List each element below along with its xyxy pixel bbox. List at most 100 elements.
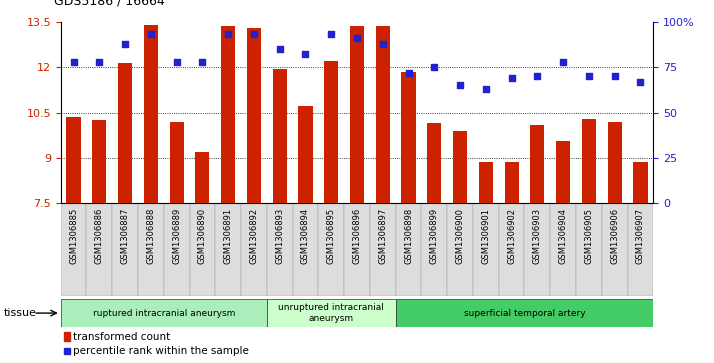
Point [68,59,79,65]
Point [248,32,260,37]
Bar [267,203,293,296]
Bar [196,152,209,203]
Bar [138,203,164,296]
Text: GSM1306894: GSM1306894 [301,208,310,264]
Point [300,52,311,57]
Text: GSM1306898: GSM1306898 [404,208,413,264]
Text: unruptured intracranial
aneurysm: unruptured intracranial aneurysm [278,303,384,323]
Bar [376,26,390,203]
Point [532,73,543,79]
Bar [169,122,183,203]
Bar [267,299,396,327]
Bar [447,203,473,296]
Point [583,73,595,79]
Text: ruptured intracranial aneurysm: ruptured intracranial aneurysm [93,309,235,318]
Bar [505,163,518,203]
Point [171,59,182,65]
Bar [531,125,545,203]
Point [635,79,646,85]
Bar [453,131,467,203]
Text: GSM1306902: GSM1306902 [507,208,516,264]
Bar [427,123,441,203]
Point [326,32,337,37]
Text: GSM1306907: GSM1306907 [636,208,645,264]
Text: transformed count: transformed count [73,331,170,342]
Point [480,86,491,92]
Bar [318,203,344,296]
Bar [421,203,447,296]
Point [223,32,234,37]
Point [377,41,388,46]
Text: GSM1306899: GSM1306899 [430,208,439,264]
Text: GSM1306887: GSM1306887 [121,208,130,264]
Bar [112,203,138,296]
Bar [550,203,576,296]
Bar [92,120,106,203]
Text: GSM1306893: GSM1306893 [275,208,284,264]
Bar [241,203,267,296]
Bar [370,203,396,296]
Bar [396,299,653,327]
Bar [273,69,287,203]
Bar [628,203,653,296]
Point [454,82,466,88]
Bar [118,63,132,203]
Bar [344,203,370,296]
Bar [525,203,550,296]
Bar [576,203,602,296]
Point [506,75,518,81]
Point [351,35,363,41]
Text: GDS5186 / 16664: GDS5186 / 16664 [54,0,164,7]
Text: GSM1306905: GSM1306905 [584,208,593,264]
Bar [396,203,421,296]
Point [196,59,208,65]
Bar [479,163,493,203]
Bar [164,203,189,296]
Text: GSM1306904: GSM1306904 [558,208,568,264]
Point [558,59,569,65]
Text: GSM1306888: GSM1306888 [146,208,156,264]
Point [145,32,156,37]
Bar [144,25,158,203]
Bar [608,122,622,203]
Bar [602,203,628,296]
Bar [556,141,570,203]
Bar [293,203,318,296]
Bar [350,26,364,203]
Bar [401,72,416,203]
Text: GSM1306896: GSM1306896 [353,208,361,264]
Bar [64,332,69,341]
Bar [582,119,596,203]
Text: GSM1306903: GSM1306903 [533,208,542,264]
Text: percentile rank within the sample: percentile rank within the sample [73,346,248,356]
Bar [189,203,216,296]
Bar [221,26,235,203]
Text: GSM1306889: GSM1306889 [172,208,181,264]
Bar [324,61,338,203]
Text: superficial temporal artery: superficial temporal artery [463,309,585,318]
Text: GSM1306901: GSM1306901 [481,208,491,264]
Text: GSM1306895: GSM1306895 [327,208,336,264]
Point [609,73,620,79]
Text: GSM1306892: GSM1306892 [249,208,258,264]
Text: GSM1306897: GSM1306897 [378,208,387,264]
Bar [298,106,313,203]
Text: GSM1306890: GSM1306890 [198,208,207,264]
Text: GSM1306885: GSM1306885 [69,208,78,264]
Bar [498,203,525,296]
Point [403,70,414,76]
Bar [86,203,112,296]
Text: GSM1306886: GSM1306886 [95,208,104,264]
Text: GSM1306906: GSM1306906 [610,208,619,264]
Text: tissue: tissue [4,308,36,318]
Point [428,64,440,70]
Bar [216,203,241,296]
Point [274,46,286,52]
Bar [61,203,86,296]
Point [119,41,131,46]
Bar [66,117,81,203]
Bar [61,299,267,327]
Text: GSM1306900: GSM1306900 [456,208,465,264]
Bar [247,28,261,203]
Point [94,59,105,65]
